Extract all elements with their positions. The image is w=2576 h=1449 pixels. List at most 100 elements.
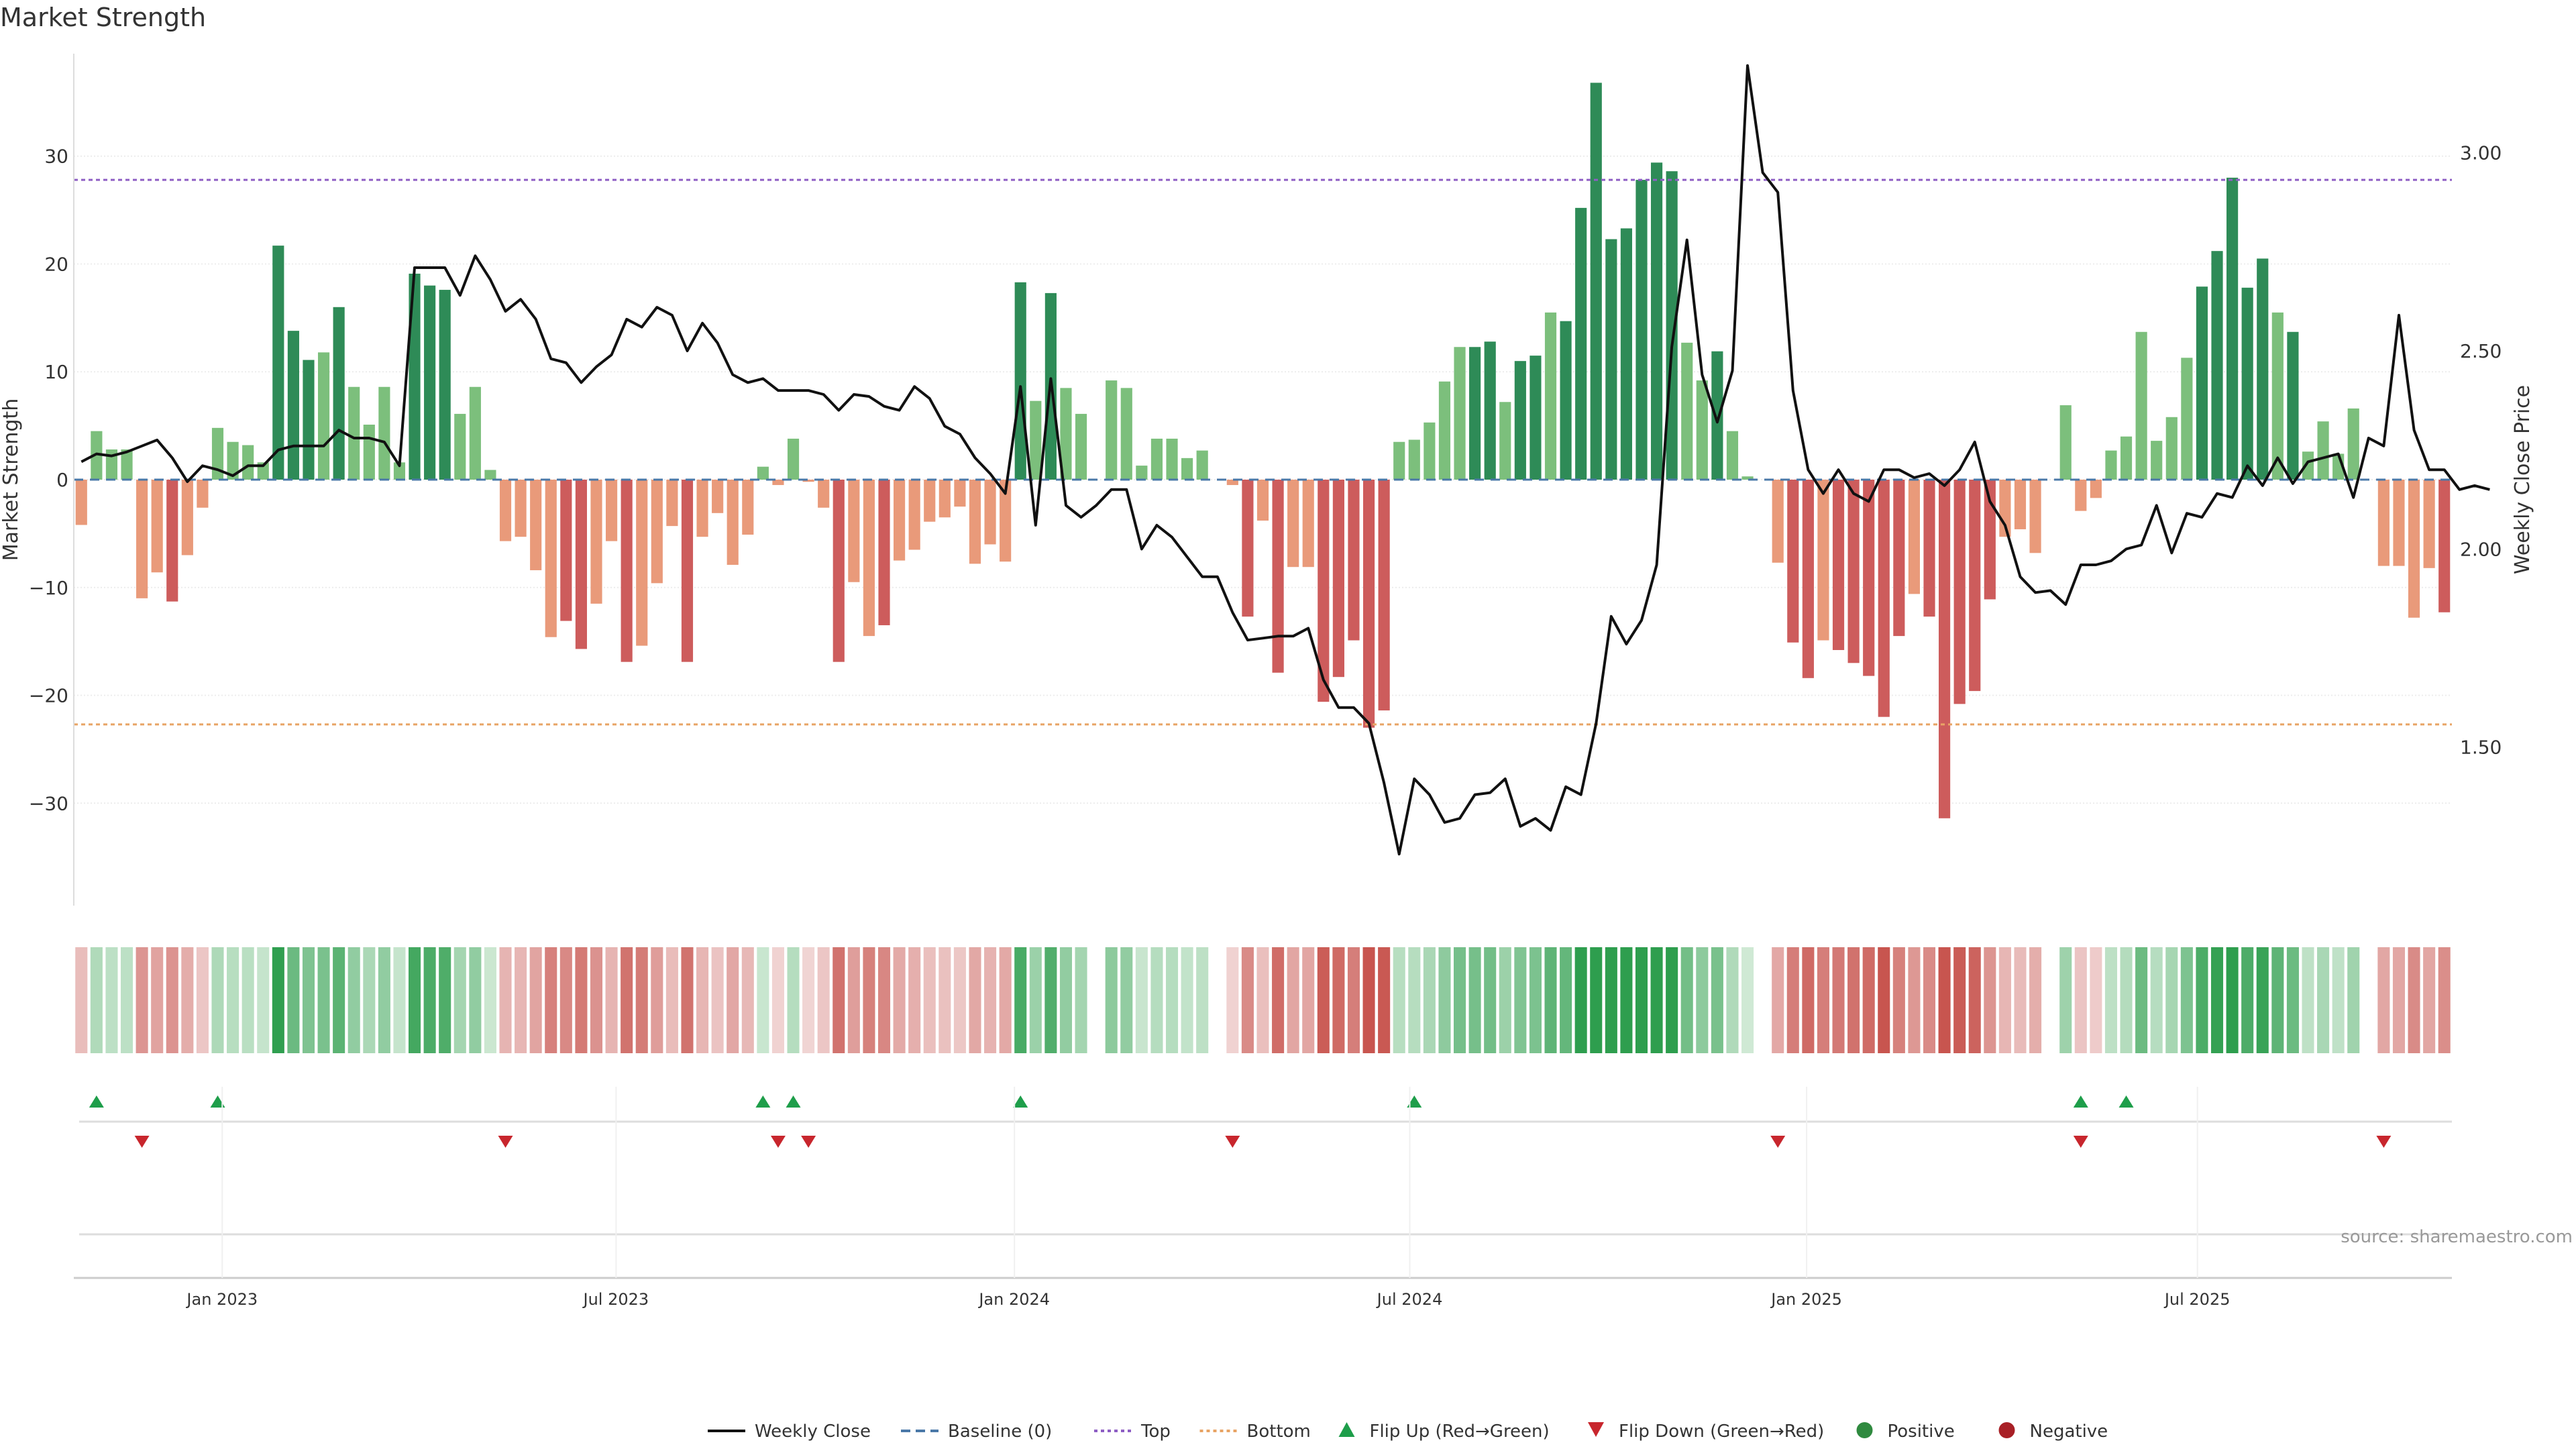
heat-cell [1499, 947, 1511, 1053]
strength-bar [197, 480, 209, 508]
flip-up-marker [1013, 1095, 1028, 1108]
flip-down-marker [498, 1136, 513, 1148]
x-axis: Jan 2023 Jul 2023 Jan 2024 Jul 2024 Jan 2025… [74, 1087, 2573, 1309]
strength-bar [651, 480, 663, 584]
heat-cell [2392, 947, 2406, 1053]
heat-cell [1605, 947, 1617, 1053]
strength-bar [2347, 408, 2359, 480]
heat-cell [2059, 947, 2072, 1053]
heat-cell [227, 947, 239, 1053]
strength-bar [1953, 480, 1966, 704]
heat-cell [2029, 947, 2042, 1053]
heat-cell [757, 947, 769, 1053]
strength-bar [151, 480, 163, 573]
heat-cell [241, 947, 254, 1053]
heat-cell [1241, 947, 1254, 1053]
strength-bar [2257, 258, 2269, 480]
heat-cell [984, 947, 997, 1053]
heat-cell [847, 947, 860, 1053]
heat-cell [1468, 947, 1481, 1053]
heat-cell [136, 947, 148, 1053]
strength-bar [1741, 476, 1754, 480]
strength-bar [1544, 312, 1557, 480]
flip-up-marker [1407, 1095, 1422, 1108]
y-tick-label: 0 [56, 469, 68, 491]
strength-bar [1484, 341, 1496, 480]
strength-bar [621, 480, 633, 662]
legend-swatch [1856, 1422, 1873, 1438]
heat-cell [499, 947, 512, 1053]
heat-cell [1923, 947, 1936, 1053]
strength-bar [1106, 380, 1118, 480]
x-tick-label: Jul 2023 [582, 1290, 649, 1309]
heat-cell [953, 947, 966, 1053]
heat-cell [2135, 947, 2148, 1053]
heat-cell [771, 947, 784, 1053]
strength-bar [2090, 480, 2102, 498]
heat-cell [1680, 947, 1693, 1053]
heat-cell [559, 947, 572, 1053]
strength-bar [605, 480, 618, 541]
strength-bar [2241, 287, 2253, 480]
strength-bar [727, 480, 739, 565]
flip-up-marker [786, 1095, 801, 1108]
strength-bar [575, 480, 587, 649]
heat-cell [515, 947, 527, 1053]
strength-bar [787, 438, 800, 480]
strength-bar [2014, 480, 2027, 529]
strength-bar [954, 480, 966, 507]
axes: 30 20 10 0 −10 −20 −30 3.00 2.50 2.00 1.50 Market S… [0, 54, 2534, 906]
flip-down-marker [1225, 1136, 1240, 1148]
strength-bar [439, 290, 451, 480]
strength-bar [1000, 480, 1012, 562]
flip-down-marker [801, 1136, 816, 1148]
strength-bar [1620, 228, 1632, 480]
heat-cell [469, 947, 482, 1053]
heat-cell [1892, 947, 1905, 1053]
y2-tick-label: 3.00 [2460, 142, 2502, 164]
strength-bar [1499, 402, 1511, 480]
heat-cell [1454, 947, 1466, 1053]
strength-bar [393, 462, 406, 480]
heat-cell [90, 947, 103, 1053]
heat-cell [1878, 947, 1890, 1053]
strength-bar [1393, 441, 1405, 480]
heat-cell [1059, 947, 1072, 1053]
strength-bar [1832, 480, 1845, 650]
heat-cell [1696, 947, 1709, 1053]
heat-cell [1514, 947, 1527, 1053]
heat-cell [1135, 947, 1148, 1053]
strength-bar [2135, 331, 2147, 480]
heat-cell [1181, 947, 1193, 1053]
strength-bar [1424, 422, 1436, 480]
heat-cell [2196, 947, 2208, 1053]
heat-cell [833, 947, 845, 1053]
heat-cell [1847, 947, 1860, 1053]
x-tick-label: Jul 2024 [1376, 1290, 1443, 1309]
heat-cell [1438, 947, 1451, 1053]
strength-bar [2181, 358, 2193, 480]
strength-bar [1893, 480, 1905, 637]
strength-bar [272, 246, 284, 480]
flip-markers-panel [79, 1095, 2452, 1236]
strength-bar [1923, 480, 1935, 617]
y-tick-label: −20 [29, 685, 68, 707]
strength-bar [1560, 321, 1572, 480]
heat-cell [529, 947, 542, 1053]
strength-bar [938, 480, 951, 518]
legend-label: Positive [1888, 1421, 1955, 1442]
strength-bar [1454, 347, 1466, 480]
heat-cell [1938, 947, 1951, 1053]
strength-bar [1362, 480, 1375, 728]
strength-bar [1242, 480, 1254, 617]
heat-cell [696, 947, 709, 1053]
weekly-close-series [80, 64, 2490, 856]
source-note: source: sharemaestro.com [2341, 1227, 2573, 1247]
strength-bar [181, 480, 193, 555]
strength-bar [666, 480, 678, 527]
strength-bar [287, 331, 299, 480]
strength-bar [2423, 480, 2435, 568]
y-tick-label: −30 [29, 792, 68, 814]
legend-swatch [1588, 1422, 1604, 1437]
strength-bar [484, 470, 496, 480]
